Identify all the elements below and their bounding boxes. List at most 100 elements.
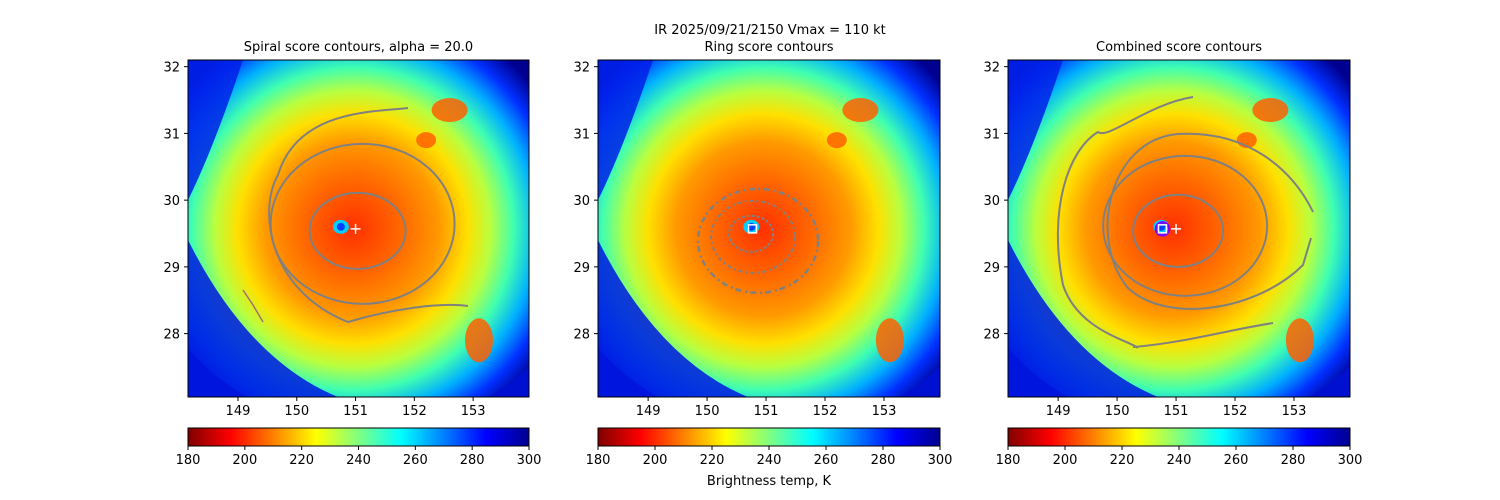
clear-air-region xyxy=(598,240,748,397)
colorbar-tick-label: 260 xyxy=(814,453,839,468)
score-contours xyxy=(242,107,469,324)
y-tick-label: 30 xyxy=(163,194,180,209)
contour-line xyxy=(696,187,820,295)
score-contours xyxy=(696,187,820,295)
axes-frame xyxy=(597,59,941,398)
colorbar-tick-label: 180 xyxy=(176,453,201,468)
x-tick-label: 151 xyxy=(343,404,368,419)
convective-cell xyxy=(875,318,904,363)
clear-air-region xyxy=(188,240,338,397)
y-tick-label: 30 xyxy=(573,194,590,209)
y-tick-label: 28 xyxy=(573,328,590,343)
center-plus-marker xyxy=(1171,223,1182,234)
ir-image xyxy=(1008,60,1350,397)
center-square-marker xyxy=(747,224,758,234)
contour-line xyxy=(710,199,797,274)
contour-line xyxy=(308,191,407,270)
clear-air-region xyxy=(1008,60,1063,200)
convective-cell xyxy=(842,98,879,123)
axes-frame xyxy=(187,59,530,398)
x-tick-label: 153 xyxy=(872,404,897,419)
panel-title: Ring score contours xyxy=(704,40,833,55)
x-tick-label: 152 xyxy=(402,404,427,419)
convective-cell xyxy=(826,132,847,149)
colorbar-tick-label: 180 xyxy=(586,453,611,468)
x-tick-label: 150 xyxy=(695,404,720,419)
y-tick-label: 32 xyxy=(983,61,1000,76)
y-tick-label: 32 xyxy=(163,61,180,76)
convective-cell xyxy=(1252,98,1289,123)
colorbar-tick-label: 240 xyxy=(346,453,371,468)
panel-ring: Ring score contours 149 150 151 152 153 28 29 30… xyxy=(573,40,953,468)
ir-image xyxy=(598,60,940,397)
colorbar xyxy=(597,427,941,447)
y-tick-label: 29 xyxy=(983,261,1000,276)
contour-line xyxy=(728,214,775,253)
clear-air-region xyxy=(598,60,653,200)
contour-line xyxy=(1132,193,1225,268)
colorbar-tick-label: 200 xyxy=(643,453,668,468)
x-tick-label: 151 xyxy=(1164,404,1189,419)
cloud-shield xyxy=(598,60,940,397)
x-tick-label: 152 xyxy=(1223,404,1248,419)
y-tick-label: 31 xyxy=(983,127,1000,142)
colorbar-tick-label: 220 xyxy=(700,453,725,468)
colorbar-tick-label: 180 xyxy=(996,453,1021,468)
colorbar-tick-label: 280 xyxy=(1281,453,1306,468)
clear-air-region xyxy=(1008,240,1158,397)
axes-frame xyxy=(1007,59,1351,398)
x-tick-label: 150 xyxy=(1105,404,1130,419)
colorbar-tick-label: 260 xyxy=(403,453,428,468)
center-plus-marker xyxy=(350,223,361,234)
x-tick-label: 153 xyxy=(1282,404,1307,419)
colorbar-tick-label: 200 xyxy=(1053,453,1078,468)
colorbar-tick-label: 300 xyxy=(928,453,953,468)
y-tick-label: 31 xyxy=(163,127,180,142)
contour-line xyxy=(1132,322,1274,348)
x-tick-label: 149 xyxy=(1046,404,1071,419)
convective-cell xyxy=(416,132,437,149)
colorbar-tick-label: 300 xyxy=(517,453,542,468)
panel-combined: Combined score contours 149 150 151 152 153 28… xyxy=(983,40,1363,468)
score-contours xyxy=(1056,96,1314,349)
y-tick-label: 29 xyxy=(573,261,590,276)
colorbar-tick-label: 300 xyxy=(1338,453,1363,468)
colorbar xyxy=(1007,427,1351,447)
figure-suptitle: IR 2025/09/21/2150 Vmax = 110 kt xyxy=(654,23,886,38)
convective-cell xyxy=(431,98,468,123)
contour-line xyxy=(1106,132,1314,310)
colorbar-tick-label: 220 xyxy=(289,453,314,468)
colorbar-tick-label: 200 xyxy=(232,453,257,468)
convective-cell xyxy=(465,318,494,363)
contour-line xyxy=(1102,154,1269,297)
colorbar-tick-label: 260 xyxy=(1224,453,1249,468)
y-tick-label: 32 xyxy=(573,61,590,76)
colorbar-label: Brightness temp, K xyxy=(707,474,832,489)
panel-spiral: Spiral score contours, alpha = 20.0 149 15… xyxy=(163,40,542,468)
convective-cell xyxy=(1285,318,1314,363)
colorbar-tick-label: 240 xyxy=(1167,453,1192,468)
panel-title: Spiral score contours, alpha = 20.0 xyxy=(244,40,473,55)
storm-eye-core xyxy=(336,222,345,231)
center-square-marker xyxy=(1157,224,1168,234)
contour-line xyxy=(1056,96,1194,349)
y-tick-label: 31 xyxy=(573,127,590,142)
colorbar-tick-label: 280 xyxy=(460,453,485,468)
x-tick-label: 153 xyxy=(461,404,486,419)
x-tick-label: 149 xyxy=(636,404,661,419)
y-tick-label: 29 xyxy=(163,261,180,276)
panel-title: Combined score contours xyxy=(1096,40,1262,55)
contour-line xyxy=(242,289,264,323)
colorbar-tick-label: 240 xyxy=(757,453,782,468)
colorbar xyxy=(187,427,530,447)
x-tick-label: 149 xyxy=(226,404,251,419)
x-tick-label: 150 xyxy=(284,404,309,419)
colorbar-tick-label: 280 xyxy=(871,453,896,468)
center-circle-marker xyxy=(1154,221,1171,237)
y-tick-label: 28 xyxy=(163,328,180,343)
colorbar-tick-label: 220 xyxy=(1110,453,1135,468)
contour-line xyxy=(269,142,456,305)
clear-air-region xyxy=(188,60,243,200)
y-tick-label: 30 xyxy=(983,194,1000,209)
